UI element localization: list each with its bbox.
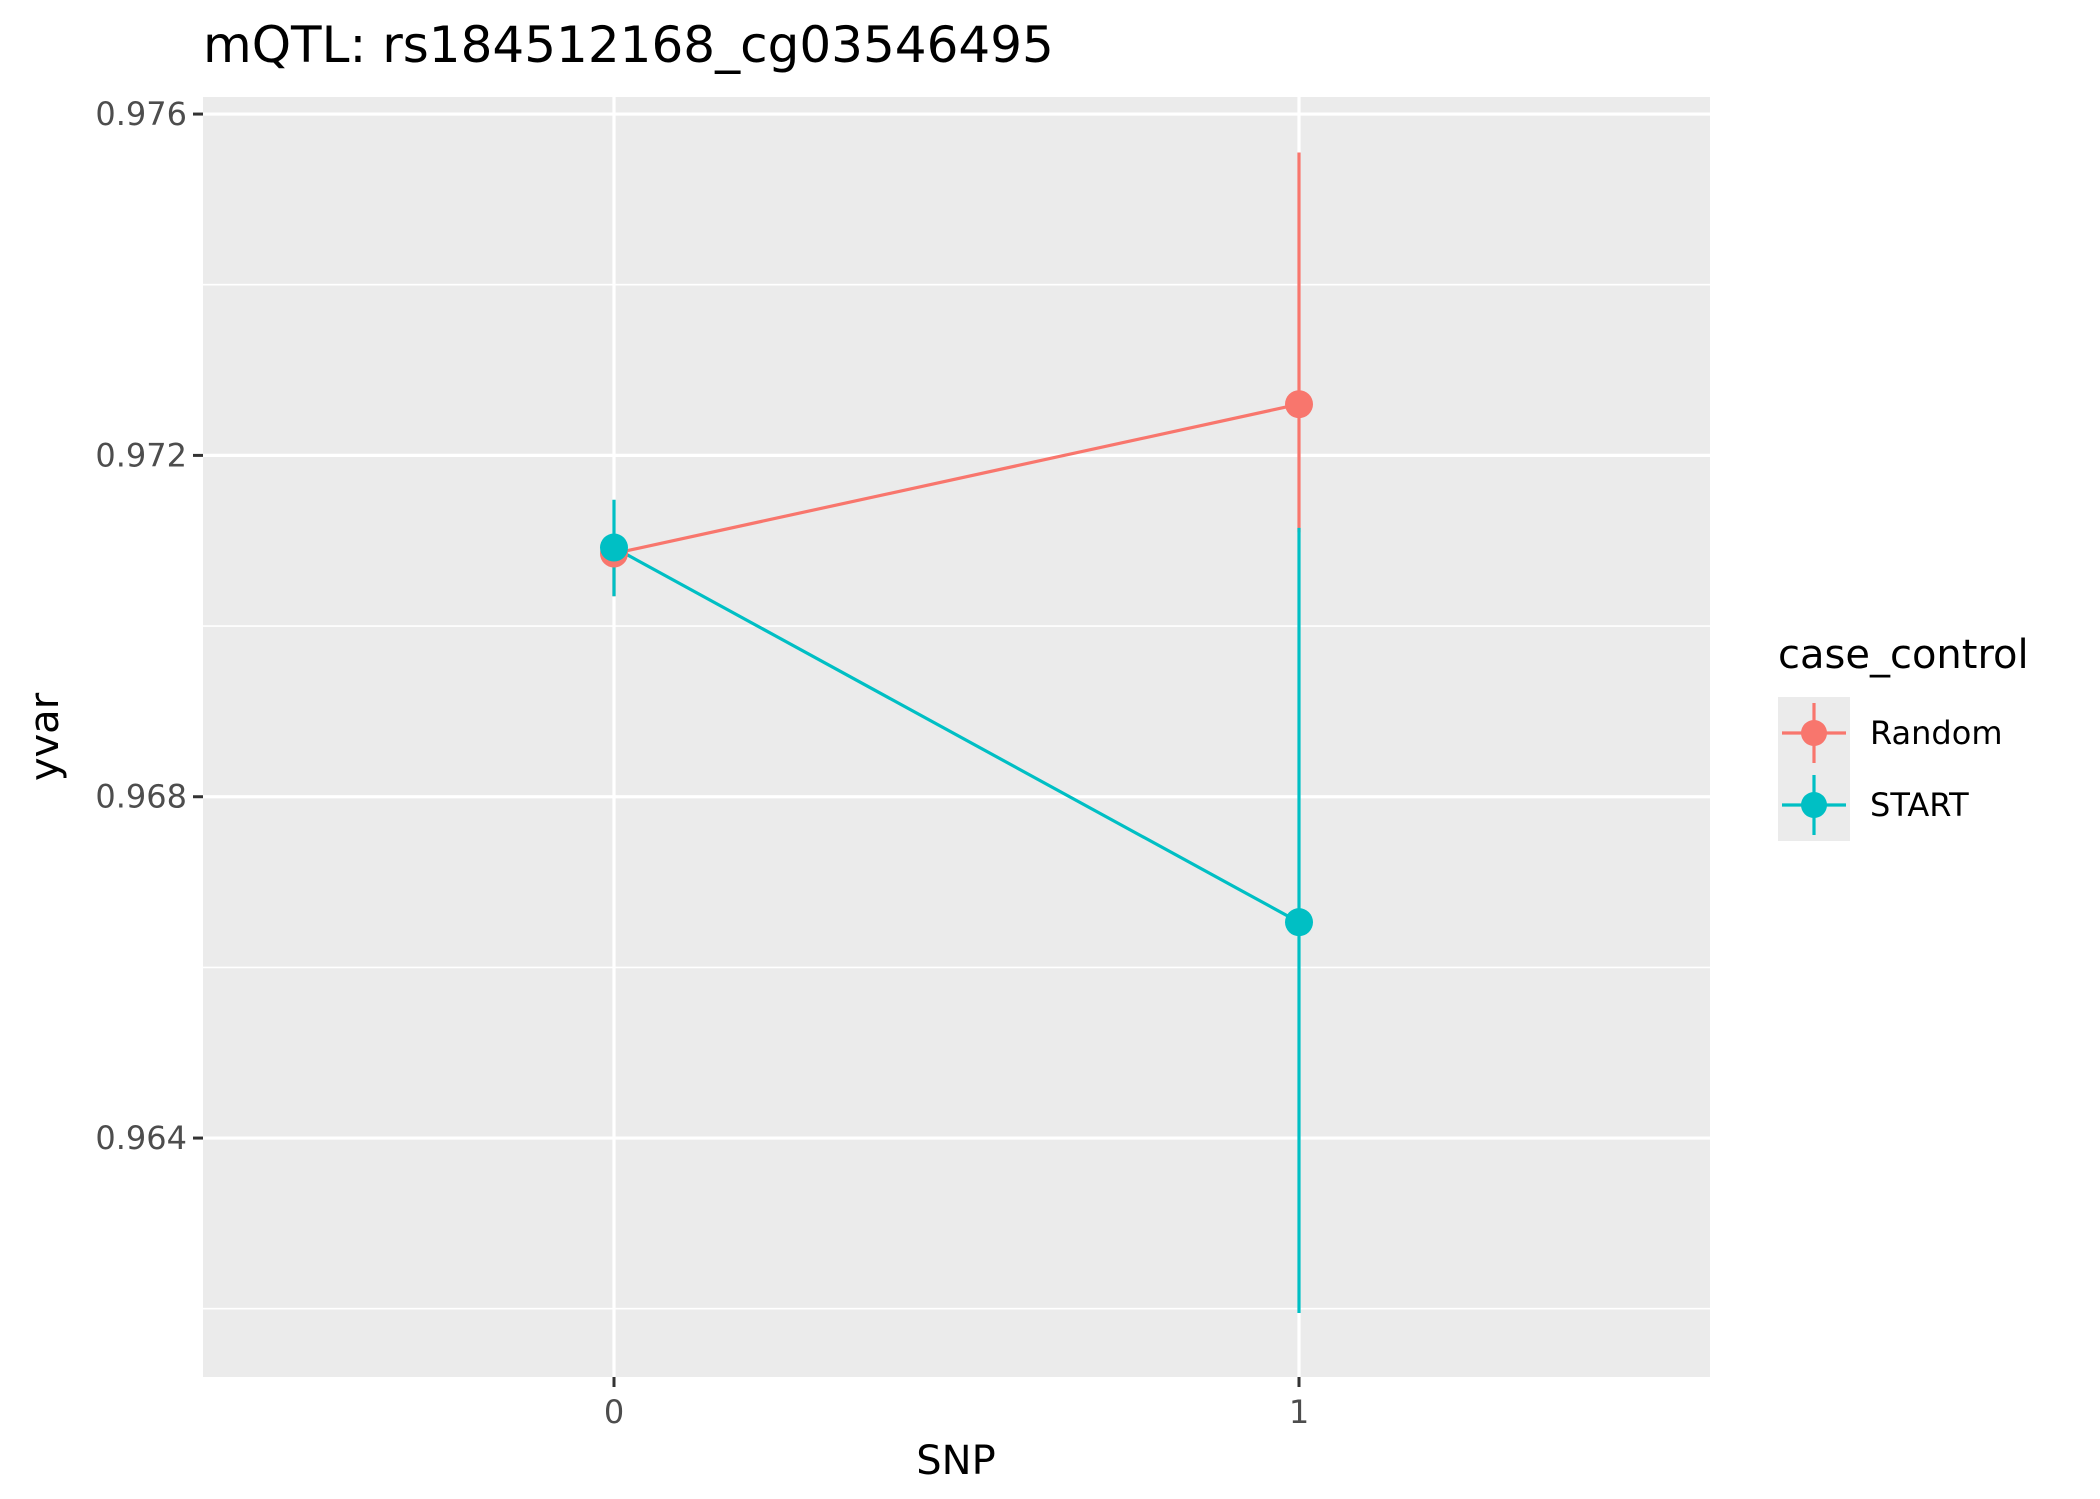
axis-ticks: 0.964 0.968 0.972 0.976 0 1 xyxy=(95,95,1309,1431)
legend: case_control Random START xyxy=(1778,632,2029,841)
legend-key-point-start xyxy=(1801,792,1827,818)
x-tick-label: 0 xyxy=(604,1393,624,1431)
legend-title: case_control xyxy=(1778,632,2029,678)
y-tick-label: 0.972 xyxy=(95,436,187,474)
plot-panel xyxy=(203,97,1710,1377)
legend-key-point-random xyxy=(1801,720,1827,746)
x-tick-label: 1 xyxy=(1289,1393,1309,1431)
legend-label-random: Random xyxy=(1870,714,2002,752)
y-tick-label: 0.964 xyxy=(95,1119,187,1157)
series-layer xyxy=(600,152,1313,1313)
data-point-start xyxy=(600,533,628,562)
legend-label-start: START xyxy=(1870,786,1969,824)
x-axis-title: SNP xyxy=(916,1438,995,1484)
chart-title: mQTL: rs184512168_cg03546495 xyxy=(203,16,1054,74)
data-point-start xyxy=(1285,908,1313,937)
grid-minor xyxy=(203,283,1710,1310)
data-point-random xyxy=(1285,390,1313,419)
y-tick-label: 0.976 xyxy=(95,95,187,133)
y-axis-title: yvar xyxy=(22,692,68,781)
y-tick-label: 0.968 xyxy=(95,778,187,816)
series-line-random xyxy=(613,402,1300,556)
series-line-start xyxy=(613,546,1300,924)
